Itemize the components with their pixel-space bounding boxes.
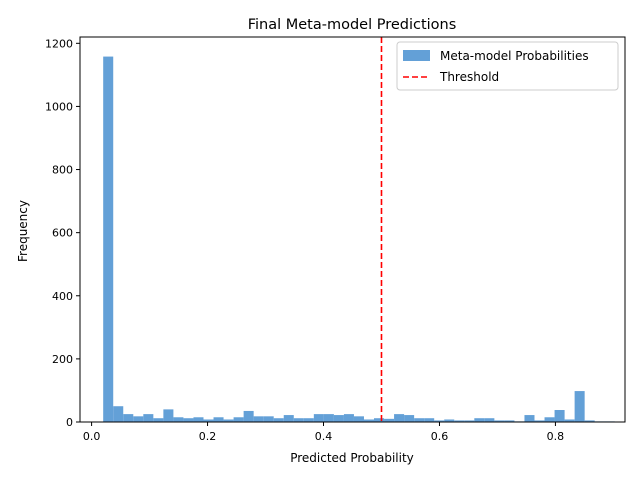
histogram-bar [584, 420, 595, 422]
histogram-bars [103, 56, 615, 422]
histogram-bar [494, 420, 505, 422]
histogram-bar [474, 418, 485, 422]
y-tick-label: 1000 [45, 100, 73, 113]
x-tick-label: 0.6 [431, 430, 449, 443]
histogram-bar [273, 418, 284, 422]
x-tick-label: 0.0 [83, 430, 101, 443]
histogram-bar [143, 414, 154, 422]
axes: 0.0 0.2 0.4 0.6 0.8 0 200 400 600 800 1000 1200 [45, 36, 626, 443]
histogram-bar [293, 418, 304, 422]
plot-frame [79, 36, 626, 423]
y-tick-label: 200 [52, 353, 73, 366]
histogram-bar [343, 414, 354, 422]
histogram-bar [464, 420, 475, 422]
histogram-bar [484, 418, 495, 422]
histogram-bar [323, 414, 334, 422]
histogram-bar [504, 420, 515, 422]
histogram-bar [133, 416, 144, 422]
histogram-bar [243, 410, 254, 422]
y-tick-label: 1200 [45, 37, 73, 50]
histogram-bar [203, 419, 214, 422]
x-tick-label: 0.8 [547, 430, 565, 443]
histogram-bar [384, 418, 395, 422]
histogram-bar [554, 410, 565, 422]
histogram-bar [374, 418, 385, 422]
legend-label-probabilities: Meta-model Probabilities [440, 49, 589, 63]
histogram-bar [524, 415, 535, 422]
y-axis-label: Frequency [16, 200, 30, 262]
histogram-bar [213, 417, 224, 422]
histogram-bar [363, 419, 375, 422]
histogram-bar [303, 418, 314, 422]
y-tick-label: 600 [52, 227, 73, 240]
histogram-bar [353, 416, 364, 422]
histogram-bar [414, 418, 425, 422]
x-axis-label: Predicted Probability [290, 451, 414, 465]
histogram-bar [263, 416, 274, 422]
histogram-bar [153, 418, 164, 422]
histogram-bar [313, 414, 324, 422]
histogram-bar [183, 418, 194, 422]
histogram-bar [534, 420, 545, 422]
histogram-bar [113, 406, 124, 422]
histogram-bar [253, 416, 264, 422]
x-tick-label: 0.2 [199, 430, 217, 443]
histogram-bar [564, 419, 575, 422]
legend: Meta-model Probabilities Threshold [396, 41, 619, 91]
histogram-bar [454, 420, 465, 422]
y-tick-label: 800 [52, 164, 73, 177]
legend-label-threshold: Threshold [439, 70, 499, 84]
histogram-bar [424, 418, 435, 422]
histogram-bar [434, 420, 445, 422]
histogram-bar [163, 409, 174, 422]
histogram-bar [283, 415, 294, 422]
histogram-bar [404, 415, 415, 422]
histogram-bar [123, 414, 134, 422]
x-tick-label: 0.4 [315, 430, 333, 443]
chart-title: Final Meta-model Predictions [248, 17, 457, 33]
histogram-bar [333, 415, 344, 422]
histogram-bar [544, 417, 555, 422]
y-tick-label: 0 [66, 416, 73, 429]
histogram-bar [444, 419, 455, 422]
histogram-bar [223, 419, 234, 422]
histogram-bar [173, 417, 184, 422]
histogram-bar [233, 417, 244, 422]
histogram-bar [193, 417, 204, 422]
legend-box [396, 41, 619, 91]
legend-swatch-bar [403, 50, 430, 61]
histogram-bar [103, 56, 114, 422]
y-tick-label: 400 [52, 290, 73, 303]
histogram-bar [394, 414, 405, 422]
histogram-bar [574, 391, 585, 422]
